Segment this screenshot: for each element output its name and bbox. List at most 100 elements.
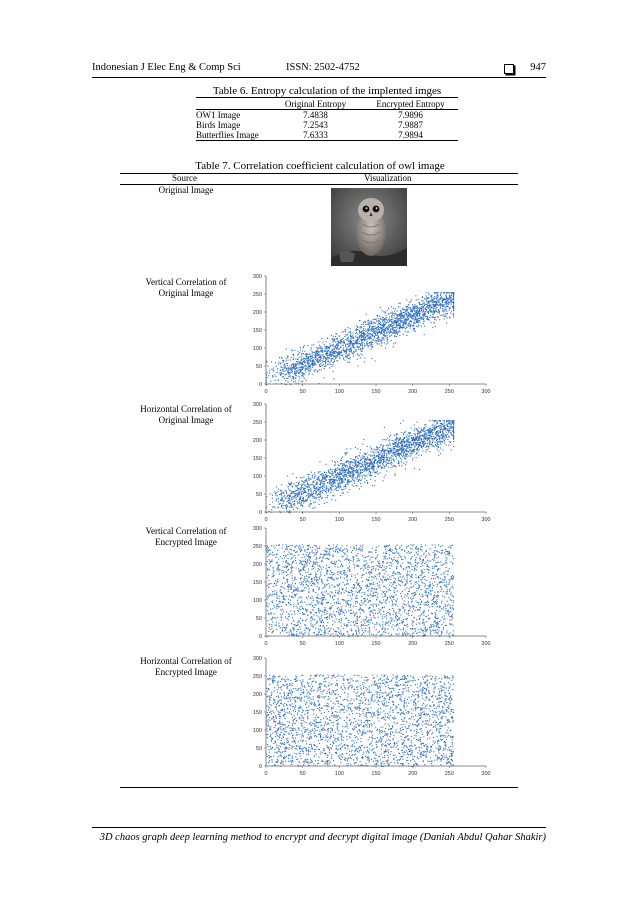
y-tick-label: 250: [253, 674, 262, 680]
x-tick-label: 50: [300, 517, 306, 522]
issn: ISSN: 2502-4752: [286, 62, 360, 73]
x-tick-label: 300: [481, 771, 490, 776]
x-tick-label: 50: [300, 641, 306, 646]
x-tick-label: 200: [408, 517, 417, 522]
y-tick-label: 100: [253, 346, 262, 352]
x-tick-label: 50: [300, 389, 306, 394]
table7-top-rule: [120, 173, 518, 174]
scatter-points: [266, 292, 455, 386]
x-tick-label: 0: [264, 771, 267, 776]
page-number: 947: [530, 62, 546, 73]
x-tick-label: 0: [264, 517, 267, 522]
page-header: Indonesian J Elec Eng & Comp Sci ISSN: 2…: [92, 62, 546, 76]
x-tick-label: 250: [445, 771, 454, 776]
x-tick-label: 0: [264, 389, 267, 394]
scatter-horizontal-encrypted: 0 50 100 150 200 250 300 0 50 100 150 200 250 300: [250, 652, 494, 776]
scatter-points: [266, 674, 455, 768]
journal-name: Indonesian J Elec Eng & Comp Sci: [92, 62, 241, 73]
table-cell: 7.6333: [268, 130, 363, 141]
x-tick-label: 50: [300, 771, 306, 776]
table-row: Butterflies Image 7.6333 7.9894: [196, 130, 458, 141]
x-tick-label: 250: [445, 641, 454, 646]
x-tick-label: 200: [408, 389, 417, 394]
scatter-svg: 0 50 100 150 200 250 300 0 50 100 150 200 250 300: [253, 402, 491, 522]
table7-bottom-rule: [120, 787, 518, 788]
table-row: Birds Image 7.2543 7.9887: [196, 120, 458, 130]
y-tick-label: 0: [259, 764, 262, 770]
y-tick-label: 0: [259, 382, 262, 388]
checkbox-square-icon: [504, 64, 514, 74]
table-cell: OW1 Image: [196, 110, 241, 120]
table7-caption: Table 7. Correlation coefficient calcula…: [195, 160, 445, 172]
x-tick-label: 200: [408, 771, 417, 776]
table7-header-rule: [120, 184, 518, 185]
footer-text: 3D chaos graph deep learning method to e…: [99, 832, 546, 843]
row-label-vertical-encrypted: Vertical Correlation of Encrypted Image: [145, 526, 227, 547]
y-tick-label: 150: [253, 456, 262, 462]
y-tick-label: 300: [253, 402, 262, 408]
x-tick-label: 300: [481, 641, 490, 646]
y-tick-label: 100: [253, 728, 262, 734]
x-tick-label: 100: [335, 389, 344, 394]
table-cell: 7.2543: [303, 120, 328, 130]
table-cell: Birds Image: [196, 120, 241, 130]
header-rule: [92, 77, 546, 78]
row-label-horizontal-original: Horizontal Correlation of Original Image: [140, 404, 232, 425]
y-tick-label: 200: [253, 310, 262, 316]
x-tick-label: 150: [371, 641, 380, 646]
y-tick-label: 250: [253, 292, 262, 298]
x-tick-label: 300: [481, 517, 490, 522]
scatter-svg: 0 50 100 150 200 250 300 0 50 100 150 200 250 300: [253, 274, 491, 394]
scatter-points: [266, 420, 455, 514]
table-cell: Butterflies Image: [196, 130, 268, 141]
y-tick-label: 50: [256, 746, 262, 752]
y-tick-label: 200: [253, 438, 262, 444]
row-label-vertical-original: Vertical Correlation of Original Image: [145, 277, 227, 298]
table6-caption: Table 6. Entropy calculation of the impl…: [212, 85, 442, 97]
table-cell: 7.9896: [398, 110, 423, 120]
scatter-svg: 0 50 100 150 200 250 300 0 50 100 150 200 250 300: [253, 526, 491, 646]
axis-lines: [265, 528, 486, 637]
y-tick-label: 300: [253, 274, 262, 280]
entropy-table: Original Entropy Encrypted Entropy OW1 I…: [196, 97, 458, 141]
y-tick-label: 250: [253, 544, 262, 550]
y-tick-label: 200: [253, 692, 262, 698]
y-tick-label: 100: [253, 598, 262, 604]
y-tick-label: 250: [253, 420, 262, 426]
x-tick-label: 300: [481, 389, 490, 394]
y-tick-label: 0: [259, 510, 262, 516]
table6-col-blank: [196, 97, 268, 110]
y-tick-label: 150: [253, 580, 262, 586]
table7-col-visualization: Visualization: [364, 173, 412, 183]
y-tick-label: 50: [256, 492, 262, 498]
y-tick-label: 100: [253, 474, 262, 480]
y-tick-label: 300: [253, 656, 262, 662]
scatter-points: [266, 544, 454, 638]
footer-rule: [92, 827, 546, 828]
table6-col-original: Original Entropy: [268, 97, 363, 110]
x-tick-label: 250: [445, 517, 454, 522]
x-tick-label: 0: [264, 641, 267, 646]
y-tick-label: 300: [253, 526, 262, 532]
table6-col-encrypted: Encrypted Entropy: [363, 97, 458, 110]
table7-col-source: Source: [172, 173, 197, 183]
scatter-vertical-original: 0 50 100 150 200 250 300 0 50 100 150 200 250 300: [250, 270, 494, 394]
y-tick-label: 0: [259, 634, 262, 640]
table7-header: Source Visualization: [120, 173, 518, 184]
x-tick-label: 100: [335, 771, 344, 776]
row-label-original-image: Original Image: [158, 185, 214, 195]
table-cell: 7.9894: [363, 130, 458, 141]
y-tick-label: 150: [253, 328, 262, 334]
scatter-horizontal-original: 0 50 100 150 200 250 300 0 50 100 150 200 250 300: [250, 398, 494, 522]
owl-image: [331, 188, 407, 266]
table-row: OW1 Image 7.4838 7.9896: [196, 110, 458, 120]
x-tick-label: 250: [445, 389, 454, 394]
y-tick-label: 200: [253, 562, 262, 568]
x-tick-label: 150: [371, 517, 380, 522]
scatter-vertical-encrypted: 0 50 100 150 200 250 300 0 50 100 150 200 250 300: [250, 522, 494, 646]
y-tick-label: 50: [256, 364, 262, 370]
x-tick-label: 150: [371, 389, 380, 394]
table-cell: 7.4838: [303, 110, 328, 120]
table-cell: 7.9887: [398, 120, 423, 130]
x-tick-label: 150: [371, 771, 380, 776]
